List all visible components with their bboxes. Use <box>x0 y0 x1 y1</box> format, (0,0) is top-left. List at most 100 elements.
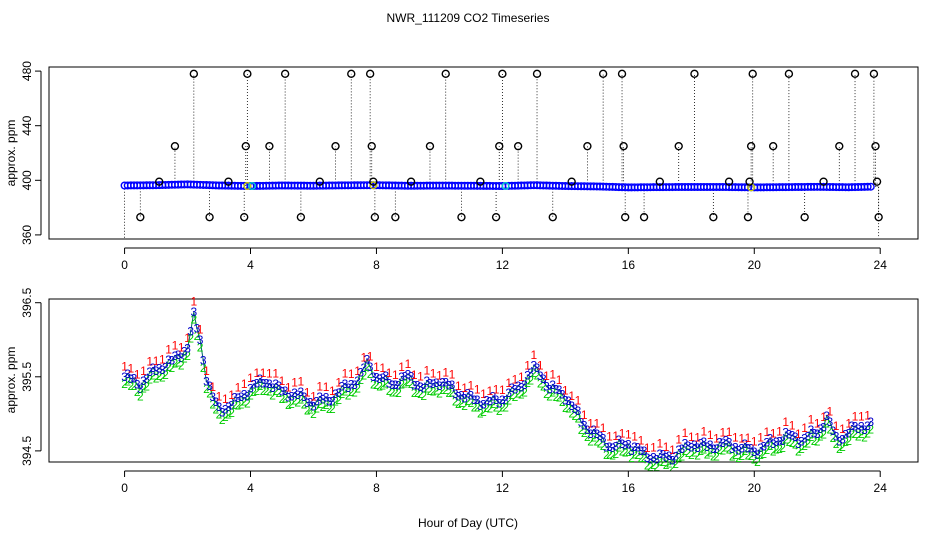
series-2-marker: 2 <box>669 461 676 475</box>
spike-point <box>365 69 375 79</box>
series-2-marker: 2 <box>515 387 522 401</box>
series-3-marker: 3 <box>575 404 582 418</box>
series-2-marker: 2 <box>540 380 547 394</box>
series-3-marker: 3 <box>395 379 402 393</box>
series-3-marker: 3 <box>553 383 560 397</box>
series-2-marker: 2 <box>757 448 764 462</box>
spike-point <box>617 69 627 79</box>
x-tick-label: 20 <box>748 481 762 495</box>
series-3-marker: 3 <box>449 378 456 392</box>
series-2-marker: 2 <box>187 332 194 346</box>
series-2-marker: 2 <box>852 427 859 441</box>
series-3-marker: 3 <box>414 379 421 393</box>
series-2-marker: 2 <box>789 436 796 450</box>
series-1-marker: 1 <box>405 357 412 371</box>
series-3-marker: 3 <box>244 389 251 403</box>
series-1-marker: 1 <box>354 364 361 378</box>
series-3-marker: 3 <box>197 333 204 347</box>
series-2-marker: 2 <box>808 430 815 444</box>
series-3-marker: 3 <box>609 441 616 455</box>
series-3-marker: 3 <box>250 378 257 392</box>
series-3-marker: 3 <box>795 437 802 451</box>
series-2-marker: 2 <box>423 381 430 395</box>
series-2-marker: 2 <box>159 370 166 384</box>
series-3-marker: 3 <box>748 441 755 455</box>
series-2-marker: 2 <box>134 385 141 399</box>
series-1-marker: 1 <box>121 359 128 373</box>
series-1-marker: 1 <box>650 440 657 454</box>
series-3-marker: 3 <box>801 432 808 446</box>
series-1-marker: 1 <box>808 412 815 426</box>
series-2-marker: 2 <box>480 405 487 419</box>
series-2-marker: 2 <box>439 383 446 397</box>
series-3-marker: 3 <box>622 438 629 452</box>
series-3-marker: 3 <box>849 419 856 433</box>
series-1-marker: 1 <box>329 384 336 398</box>
series-2-marker: 2 <box>826 422 833 436</box>
series-3-marker: 3 <box>845 427 852 441</box>
series-2-marker: 2 <box>417 387 424 401</box>
series-3-marker: 3 <box>616 433 623 447</box>
series-1-marker: 1 <box>757 430 764 444</box>
series-3-marker: 3 <box>741 437 748 451</box>
series-2-marker: 2 <box>235 398 242 412</box>
series-3-marker: 3 <box>521 378 528 392</box>
series-3-marker: 3 <box>354 374 361 388</box>
series-1-marker: 1 <box>379 361 386 375</box>
series-2-marker: 2 <box>597 437 604 451</box>
series-2-marker: 2 <box>131 379 138 393</box>
series-2-marker: 2 <box>316 397 323 411</box>
series-2-marker: 2 <box>219 413 226 427</box>
bottom-y-axis: 394.5 395.5 396.5 <box>20 287 42 466</box>
series-2-marker: 2 <box>225 408 232 422</box>
series-3-marker: 3 <box>776 435 783 449</box>
series-3-marker: 3 <box>707 438 714 452</box>
series-3-marker: 3 <box>140 374 147 388</box>
series-2-marker: 2 <box>820 428 827 442</box>
y-tick-label: 394.5 <box>20 436 34 466</box>
series-2-marker: 2 <box>499 401 506 415</box>
series-3-marker: 3 <box>543 379 550 393</box>
series-1-marker: 1 <box>228 388 235 402</box>
series-1-marker: 1 <box>386 366 393 380</box>
series-3-marker: 3 <box>348 377 355 391</box>
x-tick-label: 24 <box>874 481 888 495</box>
series-2-marker: 2 <box>342 384 349 398</box>
series-1-marker: 1 <box>153 354 160 368</box>
spike-point <box>406 177 416 186</box>
series-2-marker: 2 <box>326 402 333 416</box>
series-2-marker: 2 <box>266 384 273 398</box>
series-2-marker: 2 <box>200 361 207 375</box>
series-2-marker: 2 <box>713 449 720 463</box>
series-3-marker: 3 <box>578 416 585 430</box>
series-2-marker: 2 <box>373 378 380 392</box>
series-2-marker: 2 <box>616 441 623 455</box>
spike-point <box>639 212 649 222</box>
series-2-marker: 2 <box>291 394 298 408</box>
series-2-marker: 2 <box>537 376 544 390</box>
spike-point <box>296 212 306 222</box>
series-3-marker: 3 <box>370 370 377 384</box>
series-3-marker: 3 <box>549 378 556 392</box>
series-1-marker: 1 <box>285 380 292 394</box>
series-3-marker: 3 <box>867 415 874 429</box>
series-2-marker: 2 <box>194 329 201 343</box>
spike-point <box>874 212 883 222</box>
bottom-y-axis-label: approx. ppm <box>4 347 18 414</box>
series-1-marker: 1 <box>310 389 317 403</box>
series-1-marker: 1 <box>770 427 777 441</box>
series-2-marker: 2 <box>446 386 453 400</box>
series-2-marker: 2 <box>864 426 871 440</box>
series-3-marker: 3 <box>294 388 301 402</box>
series-2-marker: 2 <box>751 452 758 466</box>
y-tick-label: 395.5 <box>20 361 34 391</box>
x-tick-label: 0 <box>121 481 128 495</box>
series-3-marker: 3 <box>468 389 475 403</box>
series-1-marker: 1 <box>801 421 808 435</box>
series-3-marker: 3 <box>392 378 399 392</box>
series-2-marker: 2 <box>323 398 330 412</box>
series-1-marker: 1 <box>839 422 846 436</box>
series-1-marker: 1 <box>701 424 708 438</box>
series-3-marker: 3 <box>420 382 427 396</box>
spike-point <box>619 141 628 151</box>
